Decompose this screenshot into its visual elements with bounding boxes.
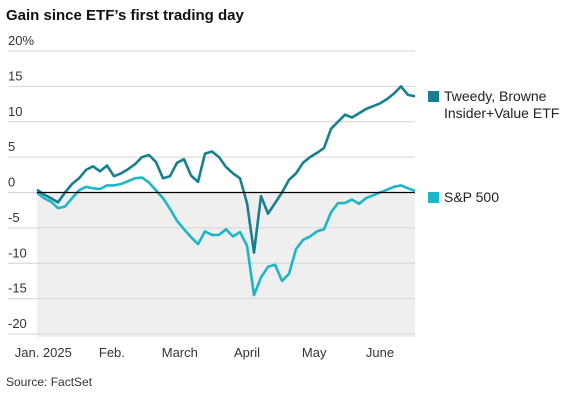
x-tick-label: May: [302, 345, 327, 360]
series-line: [36, 176, 416, 297]
y-tick-label: 20%: [8, 33, 34, 48]
source: Source: FactSet: [6, 375, 93, 389]
legend-swatch: [428, 192, 439, 203]
y-tick-label: 5: [8, 139, 15, 154]
x-tick-label: March: [162, 345, 198, 360]
x-tick-label: April: [234, 345, 260, 360]
y-tick-label: -5: [8, 210, 20, 225]
chart-title: Gain since ETF’s first trading day: [6, 7, 244, 24]
x-tick-label: Jan. 2025: [15, 345, 72, 360]
y-tick-label: 0: [8, 175, 15, 190]
legend-swatch: [428, 91, 439, 102]
y-tick-label: -15: [8, 281, 27, 296]
negative-shade: [37, 192, 415, 337]
legend-label: S&P 500: [444, 189, 500, 205]
y-tick-label: -10: [8, 245, 27, 260]
legend-label: Tweedy, Browne Insider+Value ETF: [444, 88, 560, 121]
y-tick-label: -20: [8, 316, 27, 331]
x-tick-label: June: [366, 345, 394, 360]
series-line: [36, 85, 416, 254]
y-tick-label: 15: [8, 68, 22, 83]
x-tick-label: Feb.: [99, 345, 125, 360]
y-tick-label: 10: [8, 104, 22, 119]
